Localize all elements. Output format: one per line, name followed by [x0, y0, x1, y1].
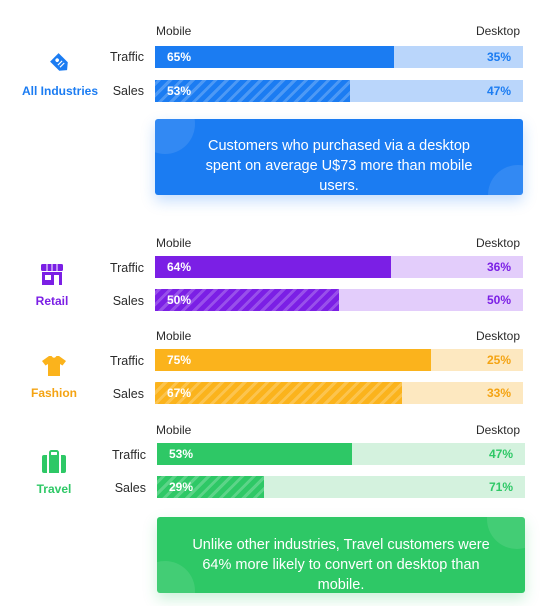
- tshirt-icon: [42, 356, 66, 376]
- bar-mobile-segment: [157, 476, 264, 498]
- industry-label: Travel: [36, 482, 72, 496]
- callout-text: Customers who purchased via a desktop sp…: [205, 138, 473, 194]
- mobile-value-label: 64%: [167, 260, 192, 274]
- desktop-value-label: 36%: [486, 260, 511, 274]
- tag-icon: [50, 53, 68, 71]
- mobile-value-label: 53%: [169, 447, 194, 461]
- mobile-value-label: 50%: [167, 293, 192, 307]
- desktop-value-label: 35%: [486, 50, 511, 64]
- bar-mobile-segment: [157, 443, 353, 465]
- industry-all-industries: All Industries: [18, 50, 102, 98]
- bar-all-sales: 53% 47%: [155, 80, 523, 102]
- industry-retail: Retail: [18, 262, 86, 308]
- bar-desktop-segment: [401, 382, 523, 404]
- storefront-icon: [41, 264, 63, 285]
- bar-desktop-segment: [394, 46, 523, 68]
- suitcase-icon: [42, 450, 66, 473]
- bar-retail-traffic: 64% 36%: [155, 256, 523, 278]
- mobile-value-label: 67%: [167, 386, 192, 400]
- row-label-sales: Sales: [112, 387, 144, 401]
- desktop-header: Desktop: [475, 423, 520, 437]
- callout-text: Unlike other industries, Travel customer…: [192, 537, 490, 593]
- bar-mobile-segment: [155, 289, 339, 311]
- industry-label: Fashion: [30, 386, 77, 400]
- desktop-value-label: 47%: [488, 447, 513, 461]
- bar-mobile-segment: [155, 256, 391, 278]
- bar-desktop-segment: [431, 349, 523, 371]
- industry-travel: Travel: [22, 450, 86, 496]
- bar-mobile-segment: [155, 382, 402, 404]
- bar-desktop-segment: [263, 476, 525, 498]
- callout-travel-conversion: Unlike other industries, Travel customer…: [157, 517, 525, 593]
- row-label-traffic: Traffic: [109, 50, 144, 64]
- bar-all-traffic: 65% 35%: [155, 46, 523, 68]
- bar-travel-sales: 29% 71%: [157, 476, 525, 498]
- bar-desktop-segment: [352, 443, 525, 465]
- mobile-value-label: 65%: [167, 50, 192, 64]
- bar-fashion-traffic: 75% 25%: [155, 349, 523, 371]
- desktop-header: Desktop: [475, 236, 520, 250]
- bar-travel-traffic: 53% 47%: [157, 443, 525, 465]
- mobile-value-label: 53%: [167, 84, 192, 98]
- mobile-header: Mobile: [156, 423, 192, 437]
- row-label-sales: Sales: [112, 294, 144, 308]
- row-label-traffic: Traffic: [109, 354, 144, 368]
- mobile-value-label: 29%: [169, 480, 194, 494]
- callout-desktop-spend: Customers who purchased via a desktop sp…: [155, 119, 523, 195]
- desktop-value-label: 71%: [488, 480, 513, 494]
- bar-desktop-segment: [339, 289, 523, 311]
- bar-mobile-segment: [155, 349, 431, 371]
- desktop-value-label: 33%: [486, 386, 511, 400]
- row-label-traffic: Traffic: [109, 261, 144, 275]
- mobile-header: Mobile: [156, 236, 192, 250]
- bar-retail-sales: 50% 50%: [155, 289, 523, 311]
- mobile-value-label: 75%: [167, 353, 192, 367]
- desktop-header: Desktop: [475, 24, 520, 38]
- bar-desktop-segment: [350, 80, 523, 102]
- industry-label: All Industries: [21, 84, 98, 98]
- mobile-header: Mobile: [156, 24, 192, 38]
- bar-desktop-segment: [390, 256, 523, 278]
- row-label-sales: Sales: [114, 481, 146, 495]
- desktop-value-label: 25%: [486, 353, 511, 367]
- desktop-value-label: 47%: [486, 84, 511, 98]
- industry-fashion: Fashion: [22, 354, 86, 400]
- row-label-traffic: Traffic: [111, 448, 146, 462]
- mobile-header: Mobile: [156, 329, 192, 343]
- industry-label: Retail: [35, 294, 69, 308]
- bar-mobile-segment: [155, 46, 395, 68]
- desktop-header: Desktop: [475, 329, 520, 343]
- bar-fashion-sales: 67% 33%: [155, 382, 523, 404]
- bar-mobile-segment: [155, 80, 351, 102]
- desktop-value-label: 50%: [486, 293, 511, 307]
- row-label-sales: Sales: [112, 84, 144, 98]
